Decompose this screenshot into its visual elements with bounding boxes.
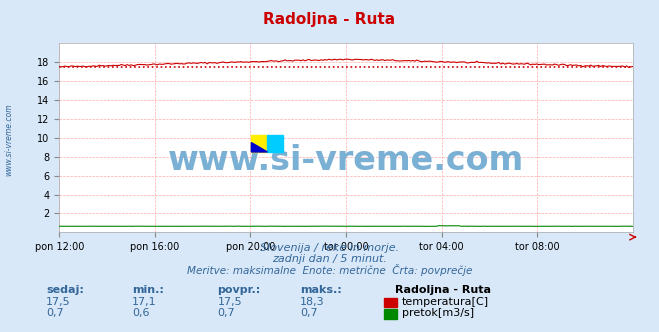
Text: Meritve: maksimalne  Enote: metrične  Črta: povprečje: Meritve: maksimalne Enote: metrične Črta… [186, 264, 473, 276]
Text: temperatura[C]: temperatura[C] [402, 297, 489, 307]
Text: www.si-vreme.com: www.si-vreme.com [168, 144, 524, 177]
Text: povpr.:: povpr.: [217, 285, 261, 295]
Polygon shape [251, 143, 268, 152]
Text: zadnji dan / 5 minut.: zadnji dan / 5 minut. [272, 254, 387, 264]
Text: www.si-vreme.com: www.si-vreme.com [4, 103, 13, 176]
Text: 0,7: 0,7 [46, 308, 64, 318]
Text: 0,7: 0,7 [217, 308, 235, 318]
Text: Slovenija / reke in morje.: Slovenija / reke in morje. [260, 243, 399, 253]
Text: pretok[m3/s]: pretok[m3/s] [402, 308, 474, 318]
Text: 0,6: 0,6 [132, 308, 150, 318]
Text: 17,5: 17,5 [217, 297, 242, 307]
Text: 17,1: 17,1 [132, 297, 156, 307]
Bar [268, 135, 283, 152]
Bar [251, 135, 268, 152]
Text: Radoljna - Ruta: Radoljna - Ruta [264, 12, 395, 27]
Text: sedaj:: sedaj: [46, 285, 84, 295]
Text: Radoljna - Ruta: Radoljna - Ruta [395, 285, 492, 295]
Text: 17,5: 17,5 [46, 297, 71, 307]
Text: 18,3: 18,3 [300, 297, 324, 307]
Text: 0,7: 0,7 [300, 308, 318, 318]
Text: maks.:: maks.: [300, 285, 341, 295]
Text: min.:: min.: [132, 285, 163, 295]
